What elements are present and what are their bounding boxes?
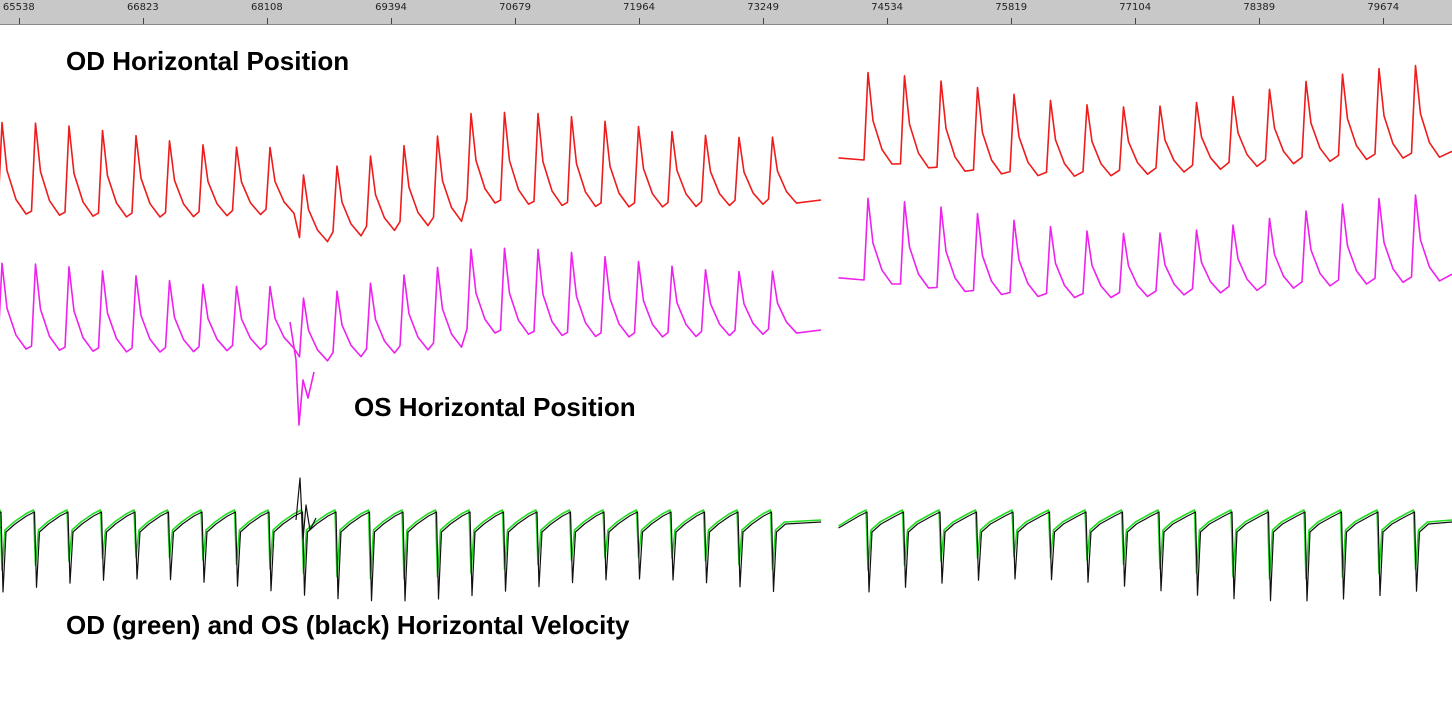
x-tick-label: 71964 — [623, 2, 655, 13]
od-position-trace — [0, 111, 822, 243]
x-tick-mark — [1259, 18, 1261, 24]
x-tick-label: 79674 — [1367, 2, 1400, 13]
x-tick-label: 77104 — [1119, 2, 1152, 13]
velocity-label: OD (green) and OS (black) Horizontal Vel… — [66, 610, 630, 640]
x-tick-mark — [1011, 18, 1013, 24]
x-tick-mark — [639, 18, 641, 24]
os-velocity-artifact — [295, 477, 317, 541]
x-tick-mark — [763, 18, 765, 24]
x-tick-mark — [391, 18, 393, 24]
os-artifact-trace — [289, 321, 315, 426]
os-position-label: OS Horizontal Position — [354, 392, 636, 422]
os-position-trace — [0, 247, 822, 362]
x-tick-label: 74534 — [871, 2, 904, 13]
x-tick-label: 66823 — [126, 2, 159, 13]
os-velocity-trace — [838, 511, 1452, 602]
traces — [0, 64, 1452, 602]
x-tick-mark — [515, 18, 517, 24]
od-velocity-trace — [838, 509, 1452, 580]
os-position-trace — [838, 194, 1452, 299]
x-tick-label: 69394 — [375, 2, 407, 13]
x-tick-mark — [1135, 18, 1137, 24]
x-tick-mark — [1383, 18, 1385, 24]
x-tick-label: 73249 — [747, 2, 780, 13]
x-tick-mark — [266, 18, 268, 24]
x-tick-label: 70679 — [499, 2, 531, 13]
od-velocity-trace — [0, 509, 822, 580]
x-tick-mark — [142, 18, 144, 24]
x-tick-mark — [887, 18, 889, 24]
x-tick-label: 75819 — [995, 2, 1028, 13]
os-velocity-trace — [0, 511, 822, 602]
time-axis-ruler: 65538 66823 68108 69394 70679 71964 73249 74534… — [0, 0, 1452, 25]
x-tick-label: 65538 — [2, 2, 35, 13]
od-position-label: OD Horizontal Position — [66, 46, 350, 76]
x-tick-label: 78389 — [1243, 2, 1276, 13]
od-position-trace — [838, 64, 1452, 177]
x-tick-mark — [18, 18, 20, 24]
x-tick-label: 68108 — [250, 2, 283, 13]
